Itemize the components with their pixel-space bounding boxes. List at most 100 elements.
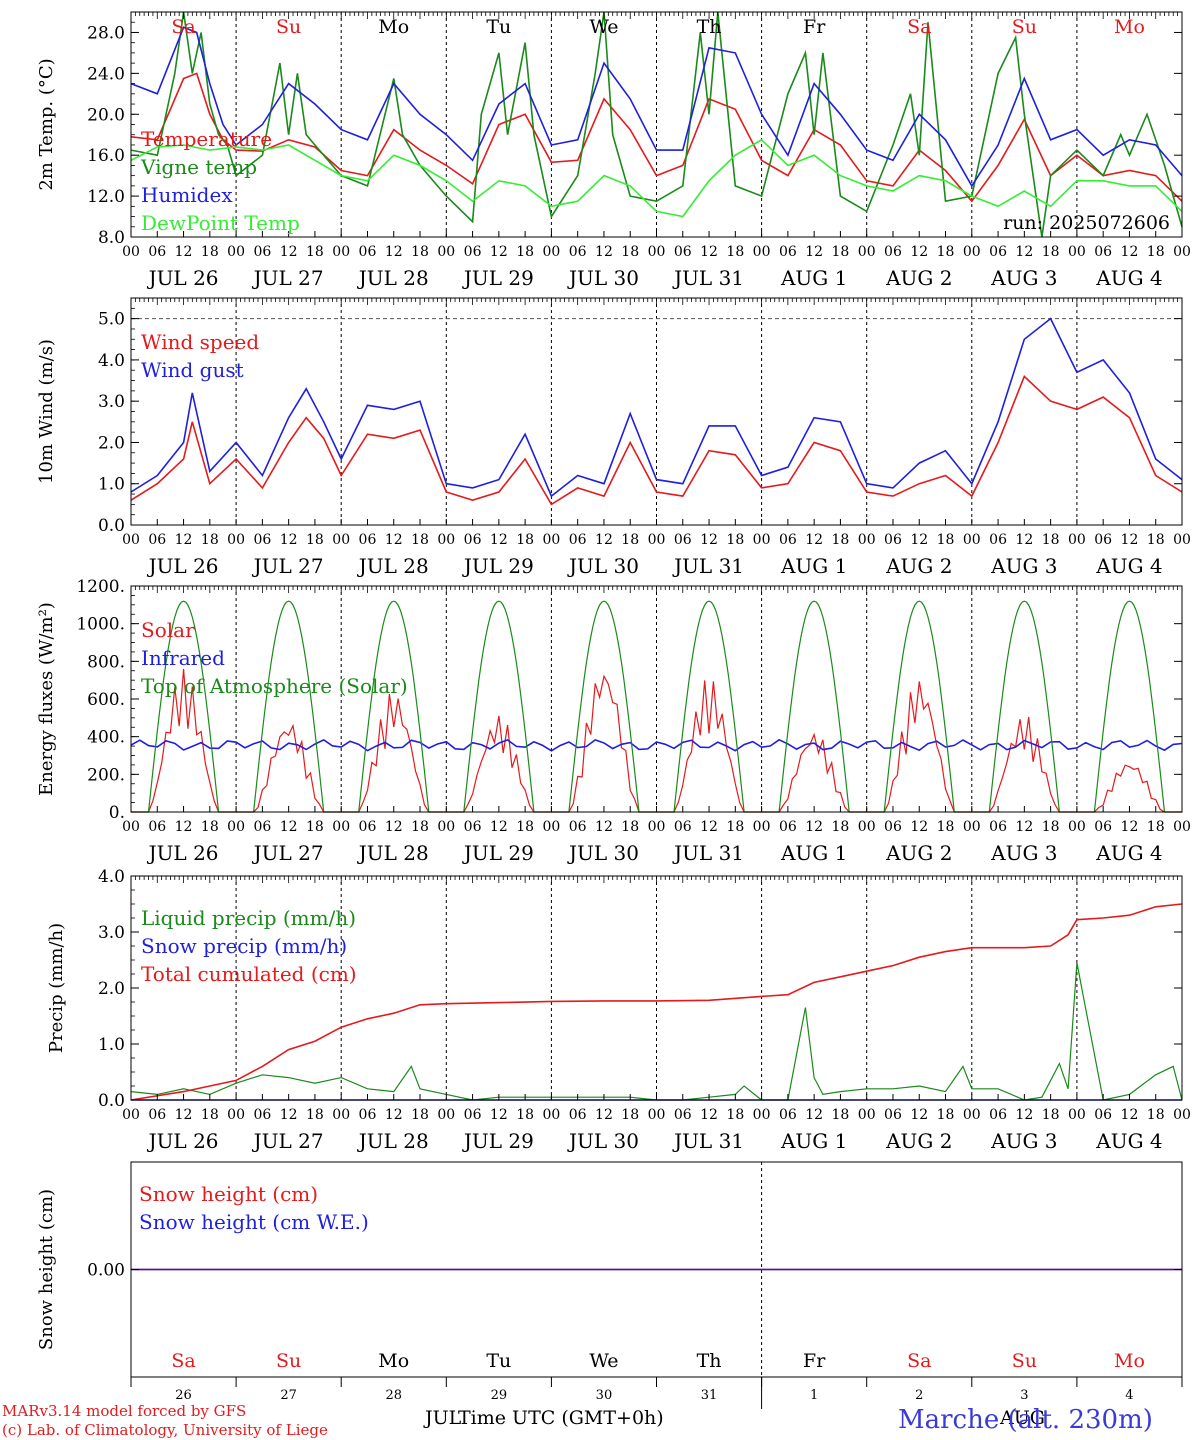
y-tick-label: 0.00 (87, 1261, 125, 1281)
y-tick-label: 2.0 (98, 979, 125, 999)
weekday-label-bottom: Sa (907, 1350, 931, 1372)
date-label: JUL 31 (672, 1129, 744, 1153)
date-label: AUG 2 (885, 266, 952, 290)
day-number-label: 28 (385, 1388, 402, 1403)
date-label: JUL 28 (357, 841, 429, 865)
hour-tick-label: 00 (648, 244, 666, 260)
weekday-label-bottom: Mo (378, 1350, 409, 1372)
legend-entry-0: Liquid precip (mm/h) (141, 906, 356, 930)
hour-tick-label: 06 (148, 532, 166, 548)
hour-tick-label: 00 (542, 244, 560, 260)
hour-tick-label: 18 (832, 244, 850, 260)
hour-tick-label: 12 (805, 1107, 823, 1123)
hour-tick-label: 18 (516, 819, 534, 835)
date-label: AUG 3 (990, 1129, 1057, 1153)
series-line-1 (130, 738, 1183, 752)
weekday-label: Sa (171, 16, 195, 38)
hour-tick-label: 12 (1121, 532, 1139, 548)
date-label: JUL 29 (462, 554, 534, 578)
hour-tick-label: 00 (227, 532, 245, 548)
date-label: AUG 3 (990, 554, 1057, 578)
date-label: AUG 1 (780, 841, 847, 865)
hour-tick-label: 06 (359, 244, 377, 260)
hour-tick-label: 00 (1173, 819, 1191, 835)
hour-tick-label: 18 (1147, 532, 1165, 548)
hour-tick-label: 18 (306, 532, 324, 548)
hour-tick-label: 12 (1015, 819, 1033, 835)
legend-entry-0: Solar (141, 618, 195, 642)
hour-tick-label: 00 (648, 532, 666, 548)
legend-entry-1: Vigne temp (140, 155, 257, 179)
series-line-1 (130, 11, 1183, 238)
legend-entry-1: Snow precip (mm/h) (141, 934, 347, 958)
hour-tick-label: 12 (910, 244, 928, 260)
hour-tick-label: 18 (937, 532, 955, 548)
hour-tick-label: 12 (490, 244, 508, 260)
hour-tick-label: 18 (1042, 532, 1060, 548)
hour-tick-label: 18 (937, 244, 955, 260)
y-tick-label: 28.0 (87, 23, 125, 43)
y-tick-label: 400. (87, 728, 125, 748)
series-line-3 (130, 138, 1183, 218)
hour-tick-label: 00 (332, 244, 350, 260)
hour-tick-label: 18 (1042, 819, 1060, 835)
hour-tick-label: 18 (1042, 1107, 1060, 1123)
hour-tick-label: 18 (726, 244, 744, 260)
date-label: AUG 2 (885, 841, 952, 865)
hour-tick-label: 06 (989, 819, 1007, 835)
weekday-label: Fr (803, 16, 826, 38)
hour-tick-label: 12 (280, 1107, 298, 1123)
hour-tick-label: 18 (306, 244, 324, 260)
hour-tick-label: 00 (648, 1107, 666, 1123)
date-label: JUL 26 (147, 266, 219, 290)
hour-tick-label: 12 (280, 532, 298, 548)
y-tick-label: 600. (87, 690, 125, 710)
hour-tick-label: 00 (753, 1107, 771, 1123)
legend-entry-2: Humidex (141, 183, 233, 207)
hour-tick-label: 06 (359, 1107, 377, 1123)
series-line-1 (130, 317, 1183, 498)
hour-tick-label: 12 (910, 819, 928, 835)
hour-tick-label: 00 (1173, 244, 1191, 260)
weekday-label-bottom: We (589, 1350, 618, 1372)
date-label: JUL 31 (672, 554, 744, 578)
date-label: JUL 26 (147, 841, 219, 865)
y-tick-label: 1000. (76, 615, 125, 635)
legend-entry-1: Infrared (141, 646, 225, 670)
panel-snow: 0.00 Snow height (cm) Snow height (cm) Snow… (36, 1161, 1183, 1409)
hour-tick-label: 18 (201, 532, 219, 548)
hour-tick-label: 06 (884, 819, 902, 835)
hour-tick-label: 12 (910, 532, 928, 548)
footer-site: Marche (alt. 230m) (898, 1405, 1153, 1435)
weekday-label: Mo (378, 16, 409, 38)
weekday-label: Su (1012, 16, 1037, 38)
hour-tick-label: 18 (937, 819, 955, 835)
hour-tick-label: 06 (779, 532, 797, 548)
hour-tick-label: 06 (569, 1107, 587, 1123)
hour-tick-label: 00 (858, 244, 876, 260)
date-label: AUG 2 (885, 554, 952, 578)
weekday-label-bottom: Su (276, 1350, 301, 1372)
hour-tick-label: 12 (700, 819, 718, 835)
series-line-0 (130, 375, 1183, 506)
date-label: JUL 30 (567, 554, 639, 578)
hour-tick-label: 00 (858, 1107, 876, 1123)
weekday-label-bottom: Sa (171, 1350, 195, 1372)
hour-tick-label: 18 (1147, 244, 1165, 260)
legend-entry-1: Snow height (cm W.E.) (139, 1210, 369, 1234)
date-label: JUL 30 (567, 266, 639, 290)
hour-tick-label: 06 (779, 1107, 797, 1123)
hour-tick-label: 18 (621, 1107, 639, 1123)
hour-tick-label: 12 (1015, 244, 1033, 260)
weekday-label: Mo (1114, 16, 1145, 38)
hour-tick-label: 06 (674, 1107, 692, 1123)
date-label: AUG 1 (780, 554, 847, 578)
hour-tick-label: 12 (1015, 1107, 1033, 1123)
hour-tick-label: 06 (253, 244, 271, 260)
hour-tick-label: 12 (175, 532, 193, 548)
hour-tick-label: 00 (753, 819, 771, 835)
date-label: AUG 1 (780, 266, 847, 290)
hour-tick-label: 00 (753, 244, 771, 260)
date-label: JUL 29 (462, 841, 534, 865)
meteogram-panels: 8.012.016.020.024.028.02m Temp. (°C) Temp… (36, 11, 1191, 1409)
